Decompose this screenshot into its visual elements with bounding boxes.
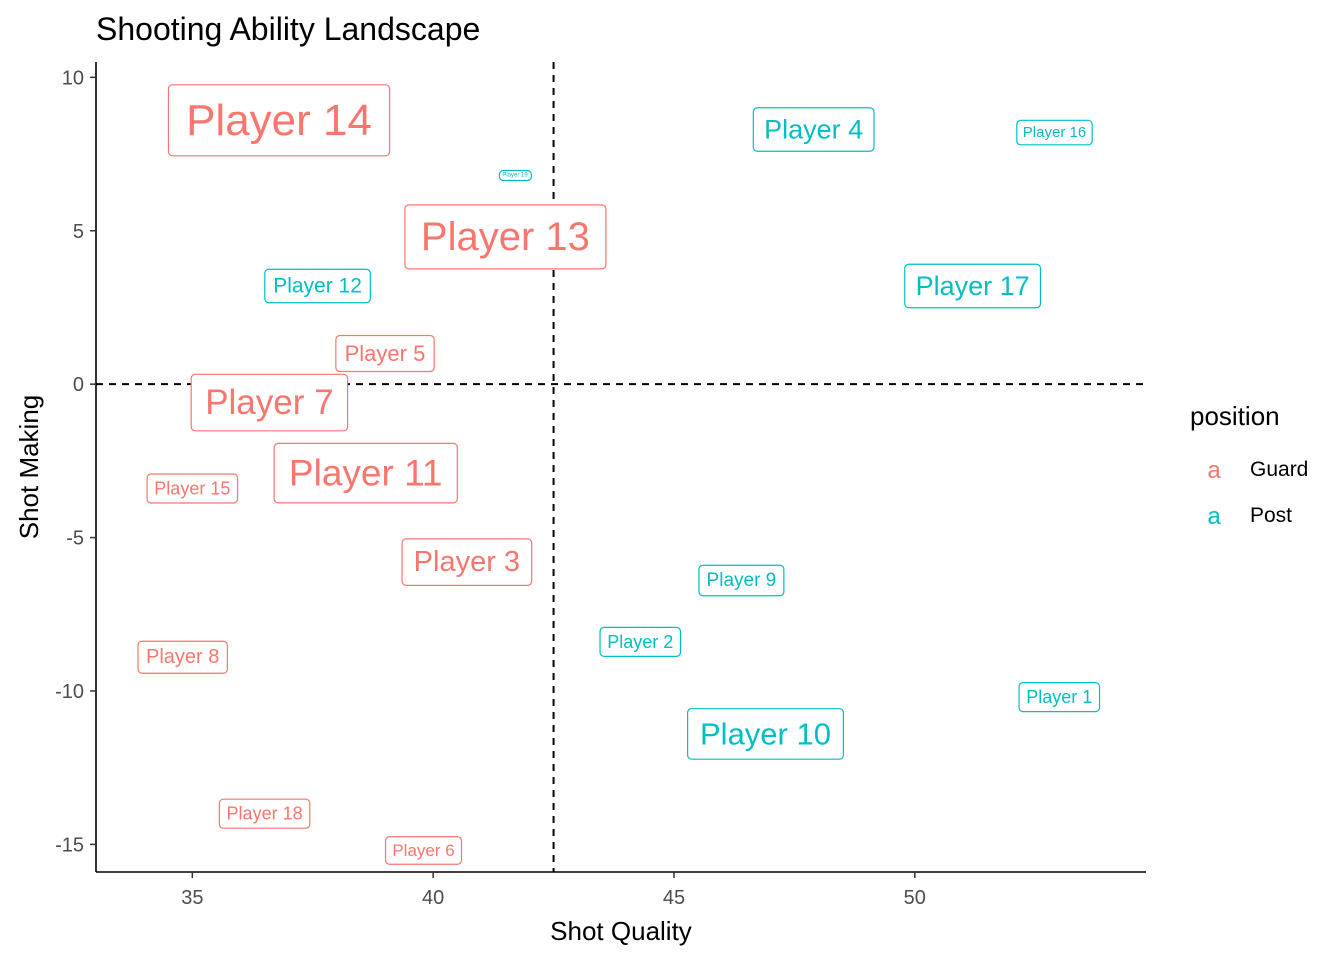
label-player-1: Player 1 [1018, 682, 1101, 713]
x-tick-label: 45 [663, 887, 685, 909]
label-box [146, 473, 239, 504]
label-text: Player 18 [227, 804, 303, 824]
label-player-4: Player 4 [752, 107, 875, 152]
x-tick-label: 40 [422, 887, 444, 909]
label-text: Player 12 [273, 274, 362, 297]
label-player-3: Player 3 [401, 538, 533, 586]
x-tick-label: 50 [904, 887, 926, 909]
label-text: Player 3 [414, 546, 520, 578]
label-box [167, 84, 391, 157]
y-axis-title: Shot Making [14, 395, 44, 540]
label-player-11: Player 11 [273, 442, 458, 504]
label-text: Player 5 [345, 341, 426, 366]
label-box [264, 268, 371, 304]
x-tick-label: 35 [181, 887, 203, 909]
x-axis-title: Shot Quality [550, 916, 692, 946]
legend: position a Guard a Post [1190, 401, 1308, 530]
label-player-8: Player 8 [137, 640, 228, 674]
label-box [904, 263, 1042, 309]
label-text: Player 1 [1026, 687, 1092, 707]
label-box [335, 334, 435, 373]
legend-label-guard: Guard [1250, 458, 1308, 481]
label-box [273, 442, 458, 504]
label-text: Player 14 [186, 96, 372, 145]
label-box [190, 373, 349, 432]
label-text: Player 2 [607, 632, 673, 652]
label-player-2: Player 2 [599, 626, 682, 657]
label-text: Player 4 [764, 115, 863, 145]
label-box [1018, 682, 1101, 713]
label-box [404, 204, 607, 270]
y-tick-label: 5 [73, 221, 84, 243]
label-player-12: Player 12 [264, 268, 371, 304]
label-player-18: Player 18 [218, 798, 311, 829]
label-text: Player 6 [392, 841, 454, 860]
y-tick-label: -5 [66, 528, 84, 550]
label-player-10: Player 10 [687, 708, 844, 760]
legend-key-post: a [1207, 503, 1221, 530]
label-text: Player 15 [154, 478, 230, 498]
label-player-19: Player 19 [498, 169, 532, 182]
label-text: Player 9 [707, 570, 777, 591]
chart-title: Shooting Ability Landscape [96, 11, 480, 47]
label-box [218, 798, 311, 829]
label-box [137, 640, 228, 674]
label-text: Player 11 [289, 453, 443, 494]
x-axis-ticks: 35 40 45 50 [181, 872, 926, 909]
label-text: Player 19 [502, 173, 528, 179]
label-box [752, 107, 875, 152]
label-player-14: Player 14 [167, 84, 391, 157]
y-tick-label: 10 [62, 67, 84, 89]
label-player-7: Player 7 [190, 373, 349, 432]
y-tick-label: -15 [55, 834, 84, 856]
legend-entry-guard: a Guard [1207, 457, 1308, 484]
label-player-16: Player 16 [1016, 119, 1093, 146]
legend-entry-post: a Post [1207, 503, 1292, 530]
label-box [599, 626, 682, 657]
label-text: Player 8 [146, 646, 219, 668]
label-player-17: Player 17 [904, 263, 1042, 309]
label-box [401, 538, 533, 586]
y-axis-ticks: 10 5 0 -5 -10 -15 [55, 67, 96, 856]
label-text: Player 10 [700, 716, 831, 751]
legend-key-guard: a [1207, 457, 1221, 484]
label-player-5: Player 5 [335, 334, 435, 373]
label-text: Player 7 [205, 383, 333, 422]
label-box [498, 169, 532, 182]
label-text: Player 13 [421, 215, 590, 259]
label-box [687, 708, 844, 760]
player-labels: Player 14 Player 4 Player 16 Player 19 Playe… [137, 84, 1101, 865]
label-text: Player 16 [1023, 124, 1086, 141]
legend-label-post: Post [1250, 504, 1292, 527]
legend-title: position [1190, 401, 1280, 431]
label-box [384, 836, 463, 865]
y-tick-label: 0 [73, 374, 84, 396]
label-player-15: Player 15 [146, 473, 239, 504]
label-text: Player 17 [916, 271, 1030, 301]
label-box [1016, 119, 1093, 146]
plot-panel: Player 14 Player 4 Player 16 Player 19 Playe… [55, 62, 1146, 909]
label-player-9: Player 9 [698, 564, 785, 597]
label-box [698, 564, 785, 597]
label-player-6: Player 6 [384, 836, 463, 865]
label-player-13: Player 13 [404, 204, 607, 270]
y-tick-label: -10 [55, 681, 84, 703]
